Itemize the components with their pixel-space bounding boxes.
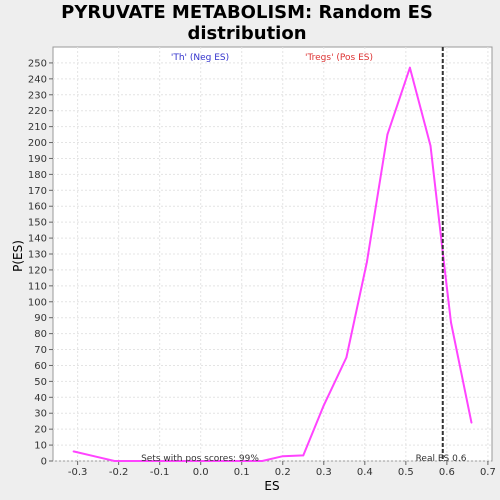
legend-neg-es: 'Th' (Neg ES) (171, 53, 229, 63)
data-point (134, 460, 136, 462)
y-tick-label: 10 (34, 441, 47, 452)
y-tick-label: 240 (28, 74, 47, 85)
x-tick-label: 0.2 (275, 467, 291, 478)
y-tick-label: 80 (34, 329, 47, 340)
x-tick-label: -0.1 (150, 467, 170, 478)
x-tick-label: -0.2 (109, 467, 129, 478)
x-tick-label: 0.7 (480, 467, 496, 478)
data-point (302, 455, 304, 457)
y-tick-label: 130 (28, 250, 47, 261)
y-tick-label: 100 (28, 297, 47, 308)
y-tick-label: 0 (41, 457, 47, 468)
data-point (323, 404, 325, 406)
data-point (282, 455, 284, 457)
data-point (366, 261, 368, 263)
y-tick-label: 50 (34, 377, 47, 388)
x-tick-label: 0.4 (357, 467, 373, 478)
y-tick-label: 250 (28, 58, 47, 69)
chart-title-line2: distribution (187, 23, 306, 44)
y-tick-label: 180 (28, 170, 47, 181)
chart-title-line1: PYRUVATE METABOLISM: Random ES (61, 2, 433, 23)
y-tick-label: 220 (28, 106, 47, 117)
legend-pos-es: 'Tregs' (Pos ES) (305, 53, 373, 63)
y-tick-label: 90 (34, 313, 47, 324)
y-tick-label: 190 (28, 154, 47, 165)
data-point (345, 357, 347, 359)
data-point (93, 455, 95, 457)
y-tick-label: 200 (28, 138, 47, 149)
y-tick-label: 110 (28, 281, 47, 292)
x-tick-label: 0.3 (316, 467, 332, 478)
y-tick-label: 70 (34, 345, 47, 356)
y-tick-label: 20 (34, 425, 47, 436)
pos-scores-annotation: Sets with pos scores: 99% (141, 454, 259, 464)
x-tick-label: 0.6 (439, 467, 455, 478)
x-axis-label: ES (264, 479, 279, 493)
data-point (471, 422, 473, 424)
data-point (73, 451, 75, 453)
x-tick-label: 0.1 (234, 467, 250, 478)
data-point (409, 67, 411, 69)
x-tick-label: 0.5 (398, 467, 414, 478)
x-tick-label: 0.0 (193, 467, 209, 478)
y-tick-label: 210 (28, 122, 47, 133)
data-point (386, 134, 388, 136)
y-tick-label: 140 (28, 234, 47, 245)
real-es-label: Real ES 0.6 (416, 454, 467, 464)
data-point (114, 460, 116, 462)
data-point (430, 145, 432, 147)
y-tick-label: 30 (34, 409, 47, 420)
y-tick-label: 160 (28, 202, 47, 213)
y-tick-label: 150 (28, 218, 47, 229)
y-tick-label: 40 (34, 393, 47, 404)
x-tick-label: -0.3 (68, 467, 88, 478)
y-tick-label: 230 (28, 90, 47, 101)
y-tick-label: 120 (28, 265, 47, 276)
y-axis-label: P(ES) (11, 240, 25, 272)
data-point (450, 322, 452, 324)
data-point (261, 460, 263, 462)
y-tick-label: 170 (28, 186, 47, 197)
y-tick-label: 60 (34, 361, 47, 372)
data-point (444, 269, 446, 271)
